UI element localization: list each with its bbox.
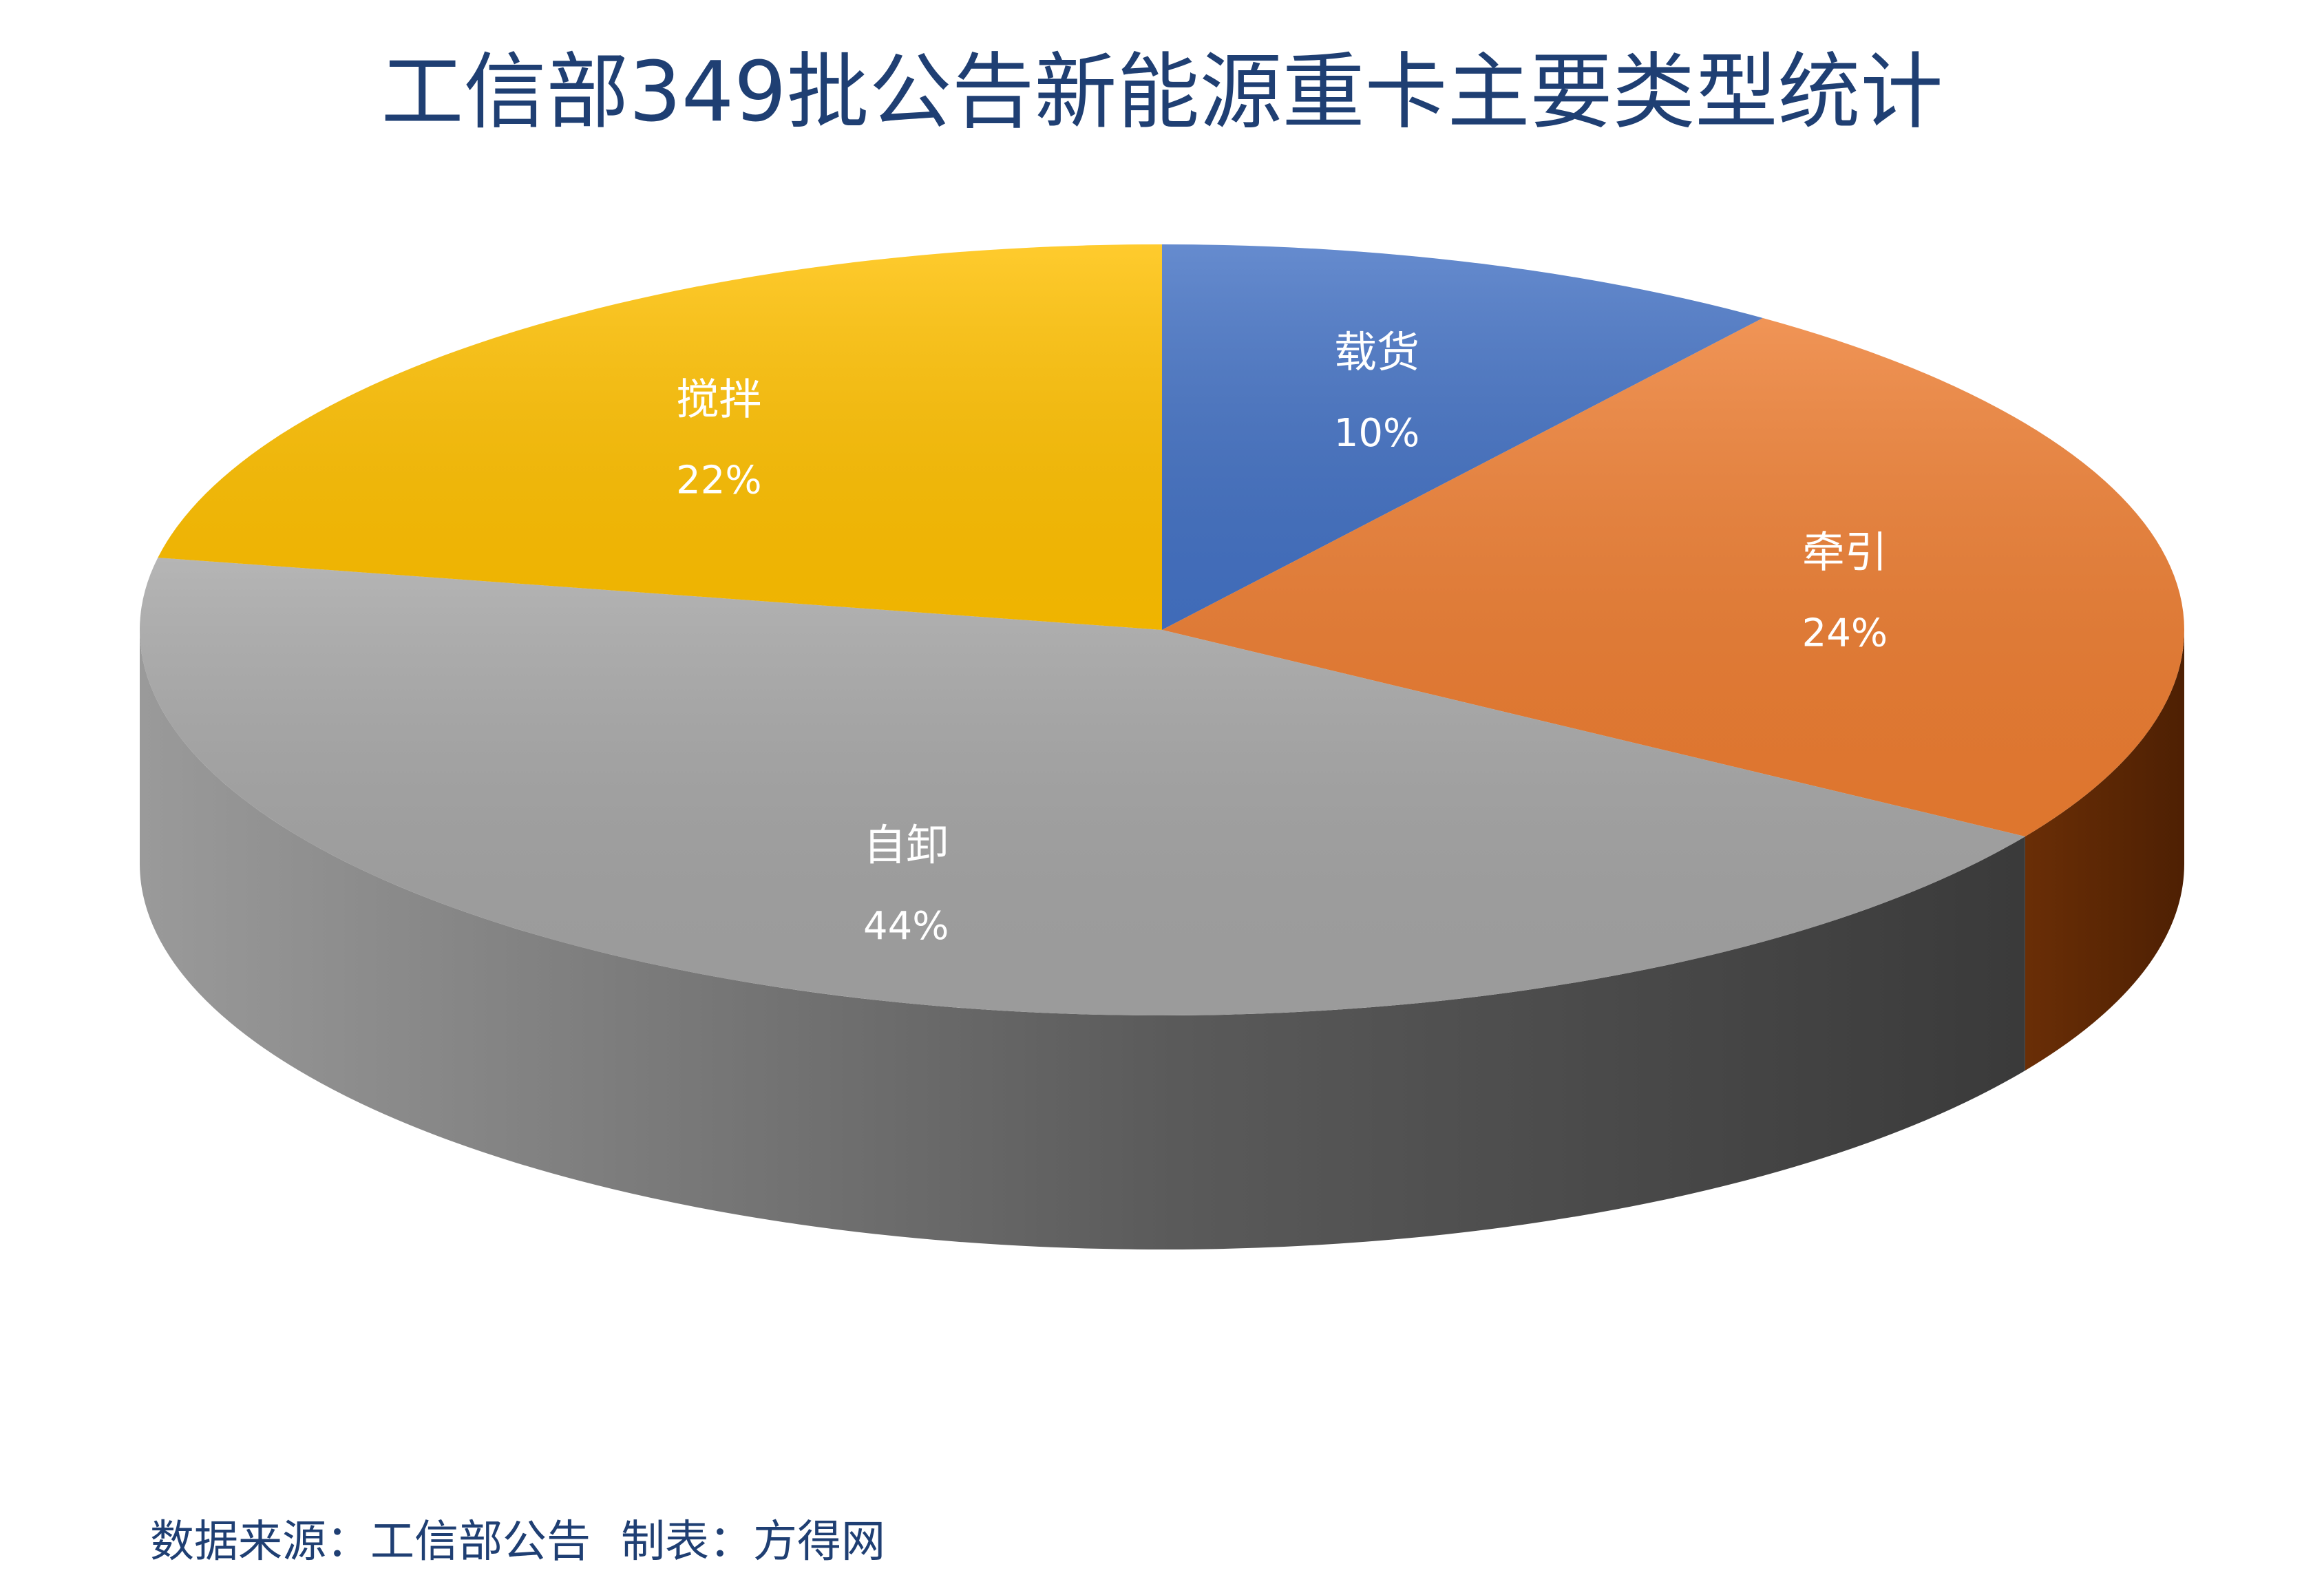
pie-top-group	[139, 244, 2184, 1015]
slice-3-category-label: 自卸	[863, 820, 949, 870]
slice-1-percent-label: 10%	[1334, 411, 1419, 456]
slice-3-top-shade	[139, 558, 2025, 1015]
pie-labels-group: 载货 10% 牵引 24% 自卸 44% 搅拌 22%	[676, 327, 1888, 949]
chart-title: 工信部349批公告新能源重卡主要类型统计	[381, 45, 1943, 140]
slice-4-top-shade	[158, 244, 1162, 630]
slice-2-category-label: 牵引	[1802, 527, 1888, 578]
slice-3-percent-label: 44%	[863, 904, 949, 949]
source-text: 数据来源：工信部公告	[150, 1517, 591, 1568]
slice-2-top-shade	[1162, 317, 2184, 837]
slice-4-category-label: 搅拌	[676, 374, 761, 425]
slice-1-category-label: 载货	[1334, 327, 1419, 377]
slice-2-percent-label: 24%	[1802, 611, 1888, 656]
slice-2-side-wall	[2025, 630, 2184, 1071]
credit-text: 制表：方得网	[621, 1517, 885, 1568]
slice-4-percent-label: 22%	[676, 458, 761, 503]
slice-1-top-shade	[1162, 244, 1763, 630]
pie-side-group	[140, 630, 2184, 1249]
footer-note: 数据来源：工信部公告 制表：方得网	[150, 1515, 885, 1570]
slice-3-side-wall	[140, 630, 2025, 1249]
